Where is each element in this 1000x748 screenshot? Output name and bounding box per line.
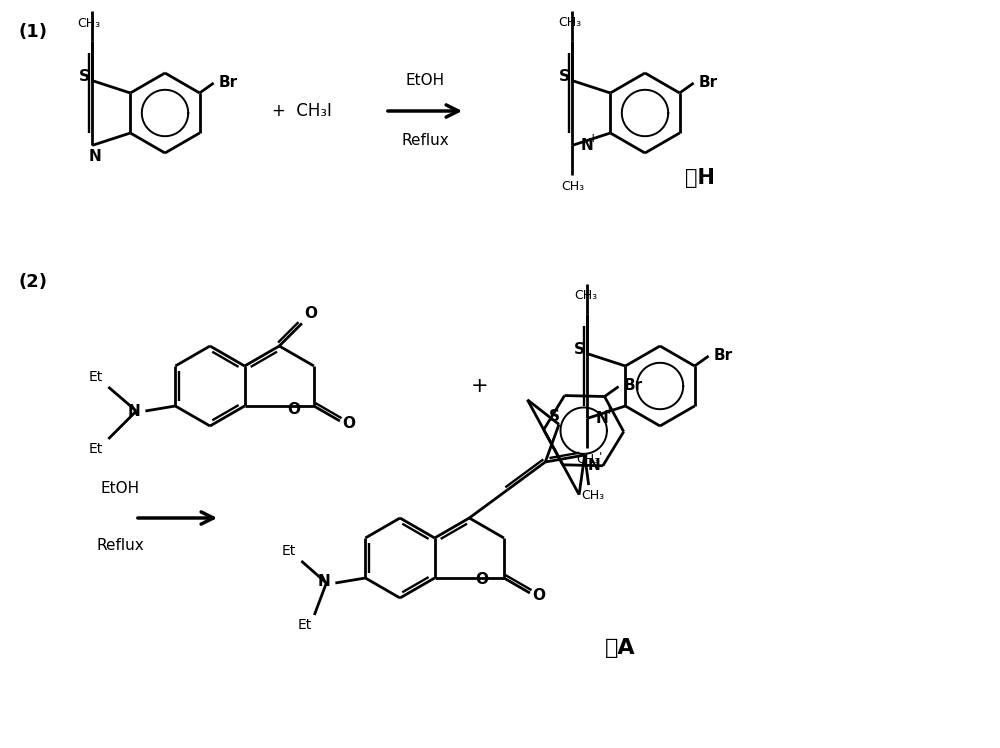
Text: O: O xyxy=(342,415,355,431)
Text: O: O xyxy=(304,307,317,322)
Text: Reflux: Reflux xyxy=(96,538,144,553)
Text: N: N xyxy=(318,574,330,589)
Text: Et: Et xyxy=(89,442,103,456)
Text: CH₃: CH₃ xyxy=(561,180,584,194)
Text: CH₃: CH₃ xyxy=(77,16,100,30)
Text: EtOH: EtOH xyxy=(100,481,140,496)
Text: ': ' xyxy=(599,450,602,464)
Text: Br: Br xyxy=(624,378,643,393)
Text: +: + xyxy=(604,404,615,417)
Text: (1): (1) xyxy=(18,23,47,41)
Text: O: O xyxy=(532,587,545,602)
Text: Br: Br xyxy=(219,75,238,90)
Text: 式A: 式A xyxy=(605,638,635,658)
Text: +  CH₃I: + CH₃I xyxy=(272,102,332,120)
Text: Et: Et xyxy=(298,618,312,632)
Text: EtOH: EtOH xyxy=(405,73,445,88)
Text: Et: Et xyxy=(89,370,103,384)
Text: N: N xyxy=(595,411,608,426)
Text: S: S xyxy=(559,69,570,84)
Text: CH₃: CH₃ xyxy=(581,489,604,502)
Text: O: O xyxy=(287,402,300,417)
Text: S: S xyxy=(79,69,90,84)
Text: Reflux: Reflux xyxy=(401,133,449,148)
Text: +: + xyxy=(471,376,489,396)
Text: N: N xyxy=(580,138,593,153)
Text: (2): (2) xyxy=(18,273,47,291)
Text: +: + xyxy=(588,132,599,145)
Text: Br: Br xyxy=(699,75,718,90)
Text: S: S xyxy=(548,409,559,424)
Text: 式H: 式H xyxy=(685,168,715,188)
Text: N: N xyxy=(128,403,140,418)
Text: Br: Br xyxy=(714,348,733,363)
Text: N: N xyxy=(588,458,600,473)
Text: CH₃: CH₃ xyxy=(558,16,581,28)
Text: Et: Et xyxy=(282,544,296,558)
Text: S: S xyxy=(574,342,585,357)
Text: N: N xyxy=(89,149,102,164)
Text: CH₃: CH₃ xyxy=(576,453,599,466)
Text: CH₃: CH₃ xyxy=(574,289,597,301)
Text: O: O xyxy=(475,572,488,587)
